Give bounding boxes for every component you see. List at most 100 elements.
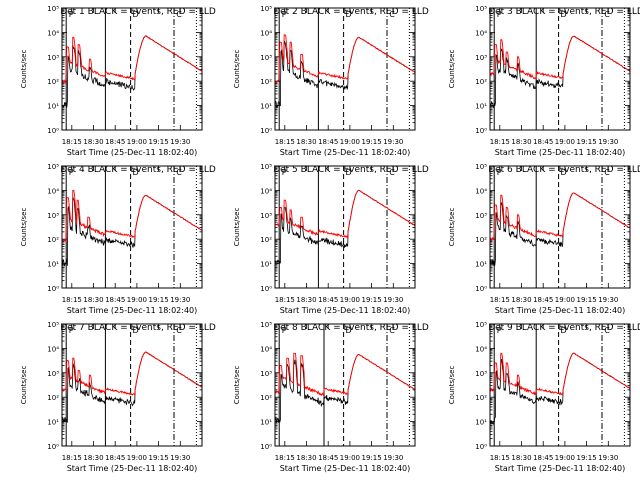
x-axis-label: Start Time (25-Dec-11 18:02:40): [495, 148, 626, 157]
x-tick-label: 18:15: [62, 138, 82, 146]
detector-panel-7: Det 7 BLACK = Events, RED = LLDCounts/se…: [20, 321, 216, 473]
y-tick-label: 10⁴: [47, 29, 59, 37]
y-tick-label: 10¹: [260, 103, 272, 111]
detector-panel-2: Det 2 BLACK = Events, RED = LLDCounts/se…: [233, 5, 429, 157]
y-tick-label: 10¹: [47, 103, 59, 111]
y-tick-label: 10¹: [260, 419, 272, 427]
y-tick-label: 10²: [47, 394, 59, 402]
x-tick-label: 19:00: [340, 138, 360, 146]
x-axis-label: Start Time (25-Dec-11 18:02:40): [67, 306, 198, 315]
x-tick-label: 19:30: [383, 138, 403, 146]
y-tick-label: 10¹: [475, 419, 487, 427]
x-tick-label: 19:00: [555, 454, 575, 462]
y-tick-label: 10⁴: [475, 29, 487, 37]
y-tick-label: 10⁰: [475, 443, 487, 451]
x-tick-label: 18:30: [83, 296, 103, 304]
x-tick-label: 18:15: [275, 454, 295, 462]
marker-label: P: [282, 326, 287, 335]
x-tick-label: 18:30: [511, 296, 531, 304]
y-tick-label: 10⁵: [47, 321, 59, 329]
x-tick-label: 18:15: [62, 296, 82, 304]
y-tick-label: 10¹: [47, 419, 59, 427]
marker-label: D: [561, 10, 567, 19]
x-tick-label: 19:30: [598, 296, 618, 304]
y-tick-label: 10³: [47, 54, 59, 62]
detector-panel-8: Det 8 BLACK = Events, RED = LLD Counts/se…: [233, 321, 429, 473]
y-tick-label: 10³: [47, 212, 59, 220]
y-tick-label: 10³: [475, 370, 487, 378]
plot-frame: [490, 166, 630, 288]
y-tick-label: 10⁵: [260, 163, 272, 171]
plot-frame: [275, 324, 415, 446]
y-tick-label: 10³: [260, 212, 272, 220]
x-tick-label: 19:00: [127, 138, 147, 146]
plot-frame: [62, 324, 202, 446]
x-axis-label: Start Time (25-Dec-11 18:02:40): [495, 306, 626, 315]
y-tick-label: 10⁵: [260, 5, 272, 13]
y-tick-label: 10³: [475, 212, 487, 220]
marker-label: D: [133, 168, 139, 177]
y-tick-label: 10⁰: [260, 127, 272, 135]
x-tick-label: 19:30: [170, 454, 190, 462]
marker-label: D: [133, 326, 139, 335]
marker-label: C: [176, 10, 182, 19]
lld-series-line: [490, 353, 630, 395]
y-tick-label: 10³: [260, 54, 272, 62]
lld-series-line: [62, 352, 202, 395]
marker-label: D: [133, 10, 139, 19]
events-series-line: [275, 38, 415, 108]
lld-series-line: [490, 36, 630, 79]
marker-label: P: [282, 10, 287, 19]
y-tick-label: 10⁵: [475, 5, 487, 13]
x-tick-label: 19:00: [340, 296, 360, 304]
marker-label: P: [69, 168, 74, 177]
x-axis-label: Start Time (25-Dec-11 18:02:40): [280, 464, 411, 473]
y-tick-label: 10²: [475, 78, 487, 86]
events-series-line: [490, 193, 630, 266]
x-tick-label: 19:15: [149, 454, 169, 462]
x-tick-label: 18:30: [296, 138, 316, 146]
marker-label: P: [69, 326, 74, 335]
x-tick-label: 18:30: [296, 296, 316, 304]
marker-label: C: [389, 10, 395, 19]
x-tick-label: 19:15: [362, 296, 382, 304]
events-series-line: [275, 191, 415, 264]
x-tick-label: 18:45: [105, 138, 125, 146]
y-axis-label: Counts/sec: [20, 50, 28, 89]
y-tick-label: 10⁴: [260, 29, 272, 37]
x-tick-label: 18:15: [490, 296, 510, 304]
y-tick-label: 10⁰: [475, 127, 487, 135]
y-tick-label: 10¹: [475, 103, 487, 111]
events-series-line: [62, 195, 202, 265]
x-tick-label: 19:15: [149, 296, 169, 304]
events-series-line: [62, 36, 202, 108]
y-tick-label: 10¹: [260, 261, 272, 269]
y-tick-label: 10⁰: [47, 285, 59, 293]
marker-label: P: [282, 168, 287, 177]
y-tick-label: 10²: [47, 236, 59, 244]
x-tick-label: 19:15: [577, 454, 597, 462]
y-tick-label: 10⁰: [260, 443, 272, 451]
marker-label: C: [389, 168, 395, 177]
plot-frame: [490, 8, 630, 130]
x-tick-label: 19:00: [340, 454, 360, 462]
x-tick-label: 18:15: [62, 454, 82, 462]
marker-label: C: [604, 326, 610, 335]
x-tick-label: 18:30: [511, 138, 531, 146]
marker-label: P: [69, 10, 74, 19]
lld-series-line: [275, 191, 415, 238]
plot-frame: [490, 324, 630, 446]
detector-panel-9: Det 9 BLACK = Events, RED = LLD Counts/se…: [448, 321, 640, 473]
plot-frame: [275, 166, 415, 288]
marker-label: P: [497, 168, 502, 177]
y-tick-label: 10⁰: [47, 443, 59, 451]
y-tick-label: 10⁰: [47, 127, 59, 135]
marker-label: D: [346, 168, 352, 177]
y-axis-label: Counts/sec: [233, 50, 241, 89]
y-tick-label: 10⁵: [475, 321, 487, 329]
y-tick-label: 10³: [260, 370, 272, 378]
x-tick-label: 18:15: [490, 454, 510, 462]
marker-label: P: [497, 326, 502, 335]
marker-label: C: [604, 168, 610, 177]
y-tick-label: 10²: [475, 394, 487, 402]
